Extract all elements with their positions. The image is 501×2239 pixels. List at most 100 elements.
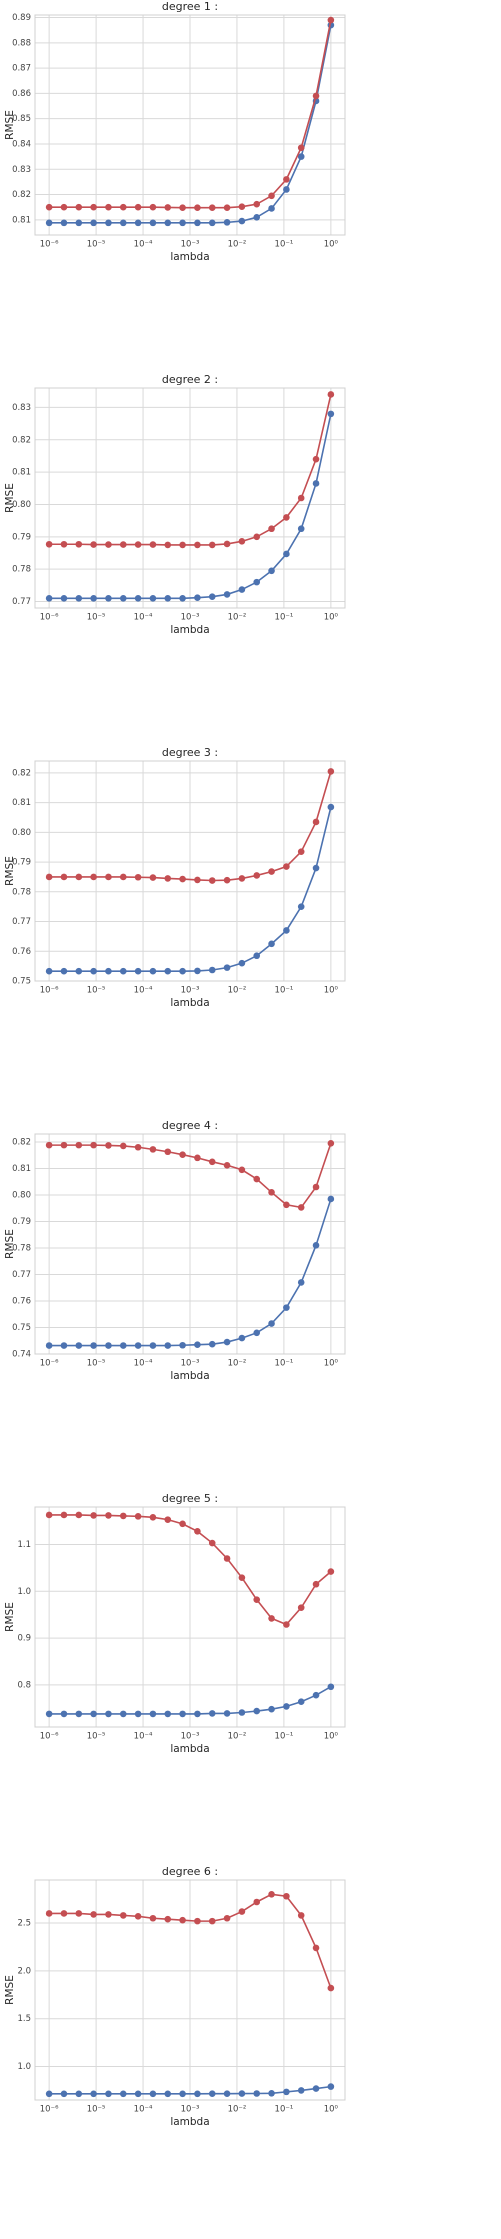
data-point	[268, 1705, 275, 1713]
data-point	[283, 1201, 290, 1209]
x-axis-label: lambda	[170, 2116, 209, 2128]
data-point	[253, 1596, 261, 1603]
y-tick-label: 1.0	[17, 2062, 31, 2072]
y-tick-label: 0.81	[12, 215, 31, 225]
data-point	[164, 967, 172, 975]
data-point	[90, 1141, 97, 1149]
y-tick-label: 0.83	[12, 403, 31, 413]
data-point	[312, 1944, 320, 1952]
data-point	[45, 873, 53, 881]
data-point	[60, 1342, 68, 1349]
x-tick-label: 10⁻¹	[275, 1732, 294, 1742]
x-tick-label: 10⁻⁶	[40, 1732, 59, 1742]
y-tick-label: 0.79	[12, 532, 31, 542]
y-tick-label: 0.76	[12, 947, 31, 957]
data-point	[90, 1710, 97, 1718]
y-tick-label: 0.89	[12, 13, 31, 23]
data-point	[223, 540, 231, 548]
data-point	[90, 2090, 97, 2098]
x-tick-label: 10⁰	[324, 2105, 339, 2115]
data-point	[119, 1342, 127, 1349]
x-tick-label: 10⁻⁶	[40, 1359, 59, 1369]
data-point	[327, 768, 335, 775]
data-point	[164, 1516, 172, 1523]
data-point	[312, 480, 320, 487]
x-tick-label: 10⁻³	[181, 2105, 200, 2115]
data-point	[194, 967, 201, 975]
y-tick-label: 0.79	[12, 1217, 31, 1227]
y-tick-label: 0.80	[12, 500, 31, 510]
data-point	[268, 868, 275, 875]
data-point	[119, 2090, 127, 2098]
x-tick-label: 10⁻³	[181, 1732, 200, 1742]
y-tick-label: 2.5	[17, 1919, 31, 1929]
data-point	[105, 1512, 112, 1519]
data-point	[223, 204, 231, 211]
data-point	[194, 1341, 201, 1349]
data-point	[149, 1513, 157, 1521]
y-axis-label: RMSE	[4, 483, 16, 513]
data-point	[164, 541, 172, 549]
axes-frame	[34, 1879, 346, 2101]
x-tick-label: 10⁻⁶	[40, 240, 59, 250]
data-point	[105, 219, 112, 227]
data-point	[297, 153, 305, 160]
data-point	[134, 1913, 142, 1920]
data-point	[149, 541, 157, 548]
data-point	[268, 192, 275, 200]
subplot: 10⁻⁶ 10⁻⁵ 10⁻⁴ 10⁻³ 10⁻² 10⁻¹ 10⁰ 0.74 0.75 0.76 0…	[4, 1119, 346, 1382]
y-tick-label: 0.86	[12, 89, 31, 99]
data-point	[105, 967, 112, 975]
data-point	[164, 204, 172, 211]
data-point	[90, 967, 97, 975]
data-point	[283, 186, 290, 193]
data-point	[75, 540, 83, 548]
data-point	[119, 594, 127, 602]
data-point	[179, 219, 186, 227]
data-point	[238, 1908, 246, 1915]
chart-title: degree 6 :	[162, 1865, 218, 1878]
y-tick-label: 1.0	[17, 1587, 31, 1597]
data-point	[327, 1683, 335, 1691]
subplot: 10⁻⁶ 10⁻⁵ 10⁻⁴ 10⁻³ 10⁻² 10⁻¹ 10⁰ 0.75 0.76 0.77 0…	[4, 746, 346, 1009]
y-tick-label: 0.77	[12, 917, 31, 927]
y-axis-label: RMSE	[4, 856, 16, 886]
data-point	[238, 1166, 246, 1174]
data-point	[90, 1512, 97, 1519]
data-point	[223, 1914, 231, 1922]
data-point	[327, 1568, 335, 1575]
data-point	[312, 2085, 320, 2092]
data-point	[60, 594, 68, 602]
data-point	[297, 1279, 305, 1286]
data-point	[312, 818, 320, 826]
data-point	[179, 541, 186, 549]
x-tick-label: 10⁻³	[181, 1359, 200, 1369]
data-point	[238, 1334, 246, 1342]
data-point	[119, 203, 127, 211]
subplot: 10⁻⁶ 10⁻⁵ 10⁻⁴ 10⁻³ 10⁻² 10⁻¹ 10⁰ 0.81 0.82 0.83 0…	[4, 0, 346, 263]
x-axis-label: lambda	[170, 997, 209, 1009]
data-point	[75, 1710, 83, 1718]
y-tick-label: 0.78	[12, 565, 31, 575]
data-point	[283, 2088, 290, 2096]
data-point	[253, 200, 261, 208]
data-point	[164, 875, 172, 882]
data-point	[149, 1146, 157, 1153]
data-point	[45, 219, 53, 227]
data-point	[283, 550, 290, 558]
y-tick-label: 0.84	[12, 139, 31, 149]
subplot: 10⁻⁶ 10⁻⁵ 10⁻⁴ 10⁻³ 10⁻² 10⁻¹ 10⁰ 0.8 0.9 1.0 1.1 d…	[4, 1492, 346, 1755]
data-point	[268, 2090, 275, 2097]
data-point	[75, 1141, 83, 1149]
data-point	[149, 1914, 157, 1922]
data-point	[327, 803, 335, 811]
data-point	[45, 1710, 53, 1718]
x-tick-label: 10⁻⁵	[87, 1732, 106, 1742]
data-point	[75, 1342, 83, 1349]
data-point	[149, 1342, 157, 1349]
data-point	[312, 1183, 320, 1191]
data-point	[90, 1342, 97, 1349]
data-point	[179, 2090, 186, 2098]
data-point	[119, 1912, 127, 1919]
x-tick-label: 10⁻⁴	[134, 2105, 153, 2115]
